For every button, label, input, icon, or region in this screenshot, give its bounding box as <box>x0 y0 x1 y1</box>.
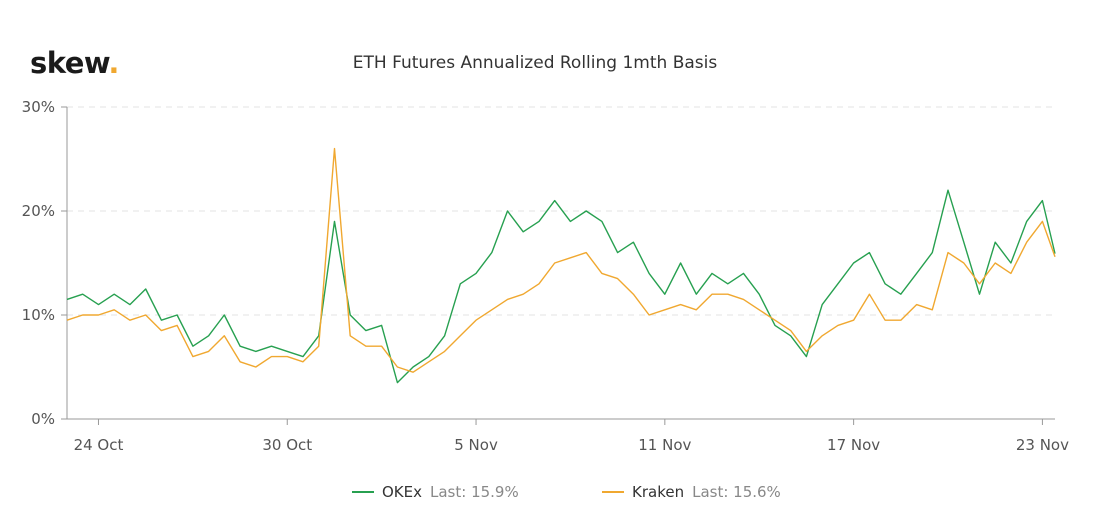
x-tick-label: 30 Oct <box>262 436 312 454</box>
legend-label-okex: OKEx <box>382 483 422 501</box>
series-line-okex <box>66 189 1056 384</box>
legend-item-okex[interactable]: OKEx Last: 15.9% <box>352 483 519 501</box>
series-line-kraken <box>66 147 1056 373</box>
logo-text: skew <box>30 46 109 80</box>
chart-title: ETH Futures Annualized Rolling 1mth Basi… <box>352 53 718 73</box>
legend-label-kraken: Kraken <box>632 483 685 501</box>
x-tick-label: 23 Nov <box>1016 436 1069 454</box>
legend-swatch-okex <box>352 491 374 493</box>
x-tick-label: 17 Nov <box>827 436 880 454</box>
y-tick-label: 20% <box>22 202 55 220</box>
skew-logo: skew. <box>30 46 119 80</box>
x-tick-label: 11 Nov <box>638 436 691 454</box>
legend-last-kraken: Last: 15.6% <box>692 483 781 501</box>
x-tick-label: 24 Oct <box>74 436 124 454</box>
legend-last-okex: Last: 15.9% <box>430 483 519 501</box>
y-tick-label: 30% <box>22 98 55 116</box>
legend-swatch-kraken <box>602 491 624 493</box>
y-tick-label: 0% <box>31 410 55 428</box>
y-tick-label: 10% <box>22 306 55 324</box>
logo-dot: . <box>108 46 119 80</box>
x-tick-label: 5 Nov <box>454 436 498 454</box>
legend-item-kraken[interactable]: Kraken Last: 15.6% <box>602 483 781 501</box>
